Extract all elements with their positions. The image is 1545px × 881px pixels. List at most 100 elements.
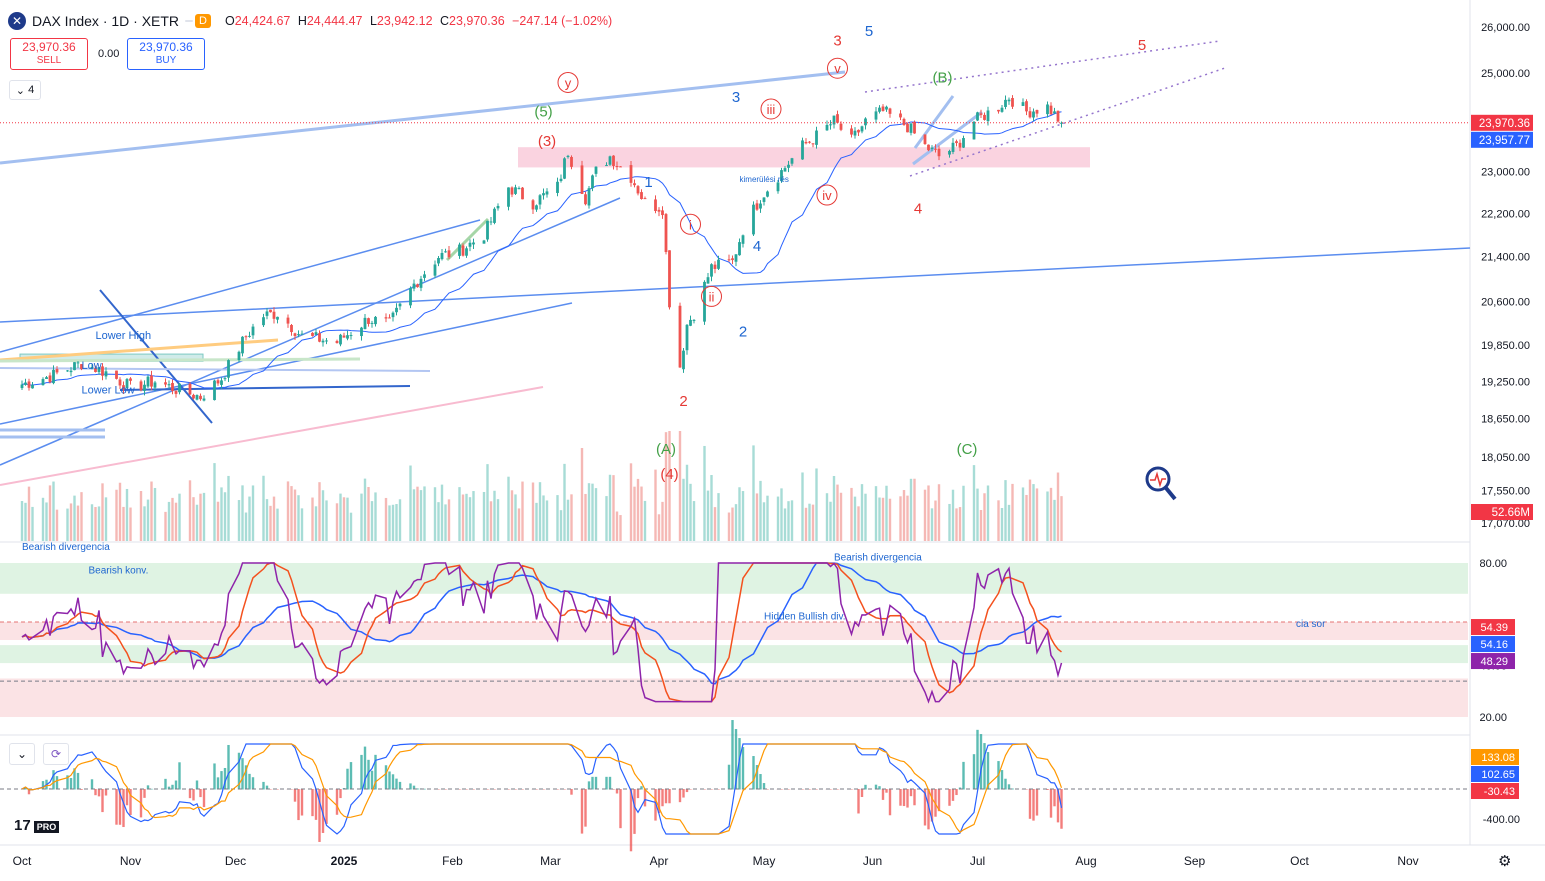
macd-histogram-bar: [423, 788, 426, 790]
candle-body: [962, 138, 965, 148]
macd-histogram-bar: [654, 789, 657, 821]
candle-body: [633, 183, 636, 186]
chevron-down-icon[interactable]: ⌄: [9, 743, 35, 765]
trend-line: [0, 386, 544, 486]
macd-histogram-bar: [881, 789, 885, 800]
volume-bar: [731, 507, 734, 541]
volume-bar: [829, 501, 832, 541]
macd-histogram-bar: [444, 789, 447, 790]
macd-histogram-bar: [1000, 770, 1004, 790]
candle-body: [636, 186, 640, 194]
candle-body: [951, 142, 955, 152]
macd-histogram-bar: [906, 789, 909, 808]
macd-histogram-bar: [195, 780, 199, 790]
macd-histogram-bar: [1035, 789, 1039, 816]
macd-histogram-bar: [220, 771, 223, 790]
price-tick-label: 20,600.00: [1481, 296, 1530, 308]
volume-bar: [367, 486, 370, 541]
candle-body: [199, 395, 202, 400]
volume-bar: [930, 508, 934, 541]
volume-bar: [874, 486, 878, 541]
candle-body: [885, 106, 888, 110]
candle-body: [881, 106, 885, 111]
volume-bar: [934, 500, 937, 541]
candle-body: [388, 317, 391, 319]
volume-bar: [811, 504, 815, 541]
volume-bar: [825, 493, 829, 541]
candle-body: [927, 144, 930, 151]
volume-bar: [986, 485, 990, 541]
refresh-icon[interactable]: ⟳: [43, 743, 69, 765]
volume-bar: [832, 475, 836, 541]
volume-bar: [104, 497, 108, 541]
volume-bar: [510, 490, 514, 541]
price-tick-label: 22,200.00: [1481, 208, 1530, 220]
macd-histogram-bar: [612, 789, 615, 790]
trend-line: [0, 357, 361, 363]
wave-label: 4: [914, 200, 922, 217]
macd-histogram-bar: [829, 789, 832, 790]
macd-histogram-bar: [780, 789, 783, 790]
wave-circle-label: y: [565, 75, 572, 90]
time-tick-label: May: [753, 854, 776, 868]
volume-bar: [668, 431, 671, 541]
macd-histogram-bar: [318, 789, 321, 842]
volume-bar: [384, 497, 388, 541]
symbol-title[interactable]: DAX Index · 1D · XETR: [32, 13, 180, 29]
macd-histogram-bar: [955, 789, 958, 796]
volume-bar: [717, 493, 720, 541]
volume-bar: [346, 497, 349, 541]
volume-bar: [1049, 487, 1053, 541]
candle-body: [52, 369, 55, 384]
macd-histogram-bar: [80, 789, 83, 790]
volume-bar: [311, 497, 314, 541]
volume-badge: 52.66M: [1492, 507, 1530, 519]
rsi-tick-label: 80.00: [1479, 558, 1507, 570]
macd-histogram-bar: [346, 768, 349, 790]
sell-button[interactable]: 23,970.36 SELL: [10, 38, 88, 70]
candle-body: [398, 303, 402, 307]
close-icon[interactable]: ✕: [8, 12, 26, 30]
macd-histogram-bar: [930, 789, 934, 822]
volume-bar: [689, 483, 692, 541]
volume-bar: [318, 482, 321, 541]
candle-body: [188, 383, 192, 395]
volume-bar: [286, 481, 290, 541]
volume-bar: [80, 492, 83, 541]
gear-icon[interactable]: ⚙: [1498, 853, 1512, 870]
price-tick-label: 23,000.00: [1481, 167, 1530, 179]
volume-bar: [542, 495, 545, 541]
price-tick-label: 17,550.00: [1481, 485, 1530, 497]
macd-histogram-bar: [762, 783, 766, 790]
volume-bar: [640, 486, 643, 541]
trend-line: [0, 197, 621, 466]
candle-body: [27, 381, 31, 388]
macd-histogram-bar: [122, 789, 125, 828]
volume-bar: [703, 445, 706, 541]
macd-histogram-bar: [192, 789, 195, 801]
macd-histogram-bar: [885, 789, 888, 793]
volume-bar: [94, 507, 97, 541]
collapse-indicators-button[interactable]: ⌄ 4: [9, 80, 41, 100]
candle-body: [237, 351, 241, 360]
candle-body: [682, 350, 685, 370]
candle-body: [759, 203, 762, 209]
candle-body: [118, 379, 122, 386]
wave-circle-label: iii: [767, 102, 776, 117]
chart-header: ✕ DAX Index · 1D · XETR D O24,424.67 H24…: [8, 10, 616, 32]
volume-bar: [1011, 483, 1014, 541]
wave-circle-label: i: [689, 217, 692, 232]
candle-body: [710, 264, 713, 277]
macd-histogram-bar: [125, 789, 129, 806]
time-tick-label: Jul: [970, 854, 985, 868]
buy-button[interactable]: 23,970.36 BUY: [127, 38, 205, 70]
ma-price-badge: 23,957.77: [1479, 135, 1530, 147]
volume-bar: [269, 505, 272, 541]
volume-bar: [766, 495, 769, 541]
candle-body: [734, 254, 738, 262]
candle-body: [514, 187, 517, 194]
macd-histogram-bar: [335, 789, 339, 815]
candle-body: [69, 370, 73, 373]
macd-histogram-bar: [101, 789, 104, 813]
